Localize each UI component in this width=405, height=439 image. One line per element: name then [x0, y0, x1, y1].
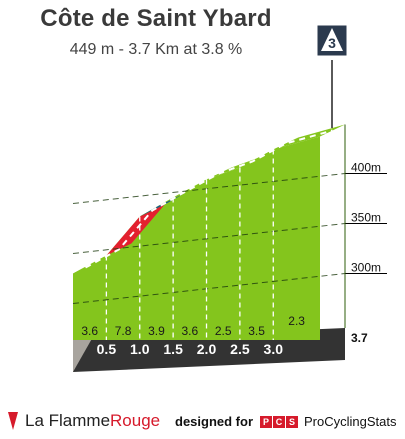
badge-category-number: 3: [328, 35, 336, 51]
elevation-profile-chart: 300m 350m 400m 0.5 1.0 1.5 2.0 2.5 3.0 3.7 3.6 7.8 3…: [72, 24, 387, 372]
ridge-centre-line: [85, 129, 333, 269]
designed-for: designed for P C S ProCyclingStats: [175, 414, 397, 429]
gradient-label-3: 3.9: [148, 324, 165, 338]
pcs-letter-s: S: [286, 415, 299, 428]
km-label-2.5: 2.5: [230, 341, 250, 357]
gradient-band-2: [106, 204, 165, 256]
gradient-label-6: 3.5: [248, 324, 265, 338]
km-label-1.5: 1.5: [163, 341, 183, 357]
elevation-gridline-350: [72, 223, 346, 254]
elevation-label-400: 400m: [351, 161, 381, 175]
gradient-label-5: 2.5: [215, 324, 232, 338]
km-label-1: 1.0: [130, 341, 150, 357]
elevation-label-300: 300m: [351, 261, 381, 275]
profile-label-layer: 300m 350m 400m 0.5 1.0 1.5 2.0 2.5 3.0 3.7 3.6 7.8 3…: [81, 161, 381, 358]
elevation-gridline-300: [72, 273, 346, 304]
lafammerouge-logo[interactable]: La Flamme Rouge: [7, 411, 160, 431]
pcs-letter-p: P: [260, 415, 273, 428]
km-end-label: 3.7: [351, 331, 368, 345]
climb-title: Côte de Saint Ybard: [40, 5, 272, 32]
elevation-label-350: 350m: [351, 211, 381, 225]
brand-left-text: La Flamme: [25, 411, 111, 430]
km-label-3: 3.0: [264, 341, 284, 357]
climb-subtitle: 449 m - 3.7 Km at 3.8 %: [69, 41, 243, 58]
flame-icon: [8, 412, 18, 430]
km-label-2: 2.0: [197, 341, 217, 357]
pcs-name-link[interactable]: ProCyclingStats: [304, 414, 397, 429]
km-label-0.5: 0.5: [97, 341, 117, 357]
elevation-gridline-400: [72, 173, 346, 204]
mountain-icon: [321, 28, 343, 51]
gradient-label-2: 7.8: [115, 324, 132, 338]
gradient-label-4: 3.6: [181, 324, 198, 338]
profile-grid-layer: [72, 124, 387, 340]
brand-right-text: Rouge: [110, 411, 161, 430]
pcs-logo-icon[interactable]: P C S: [260, 415, 299, 428]
gradient-label-7: 2.3: [288, 314, 305, 328]
pcs-letter-c: C: [273, 415, 286, 428]
gradient-band-7: [273, 124, 345, 150]
category-badge: 3: [316, 24, 348, 128]
profile-front-face: [73, 136, 320, 340]
gradient-label-1: 3.6: [81, 324, 98, 338]
footer: La Flamme Rouge designed for P C S ProCyc…: [0, 405, 405, 439]
designed-for-label: designed for: [175, 414, 254, 429]
